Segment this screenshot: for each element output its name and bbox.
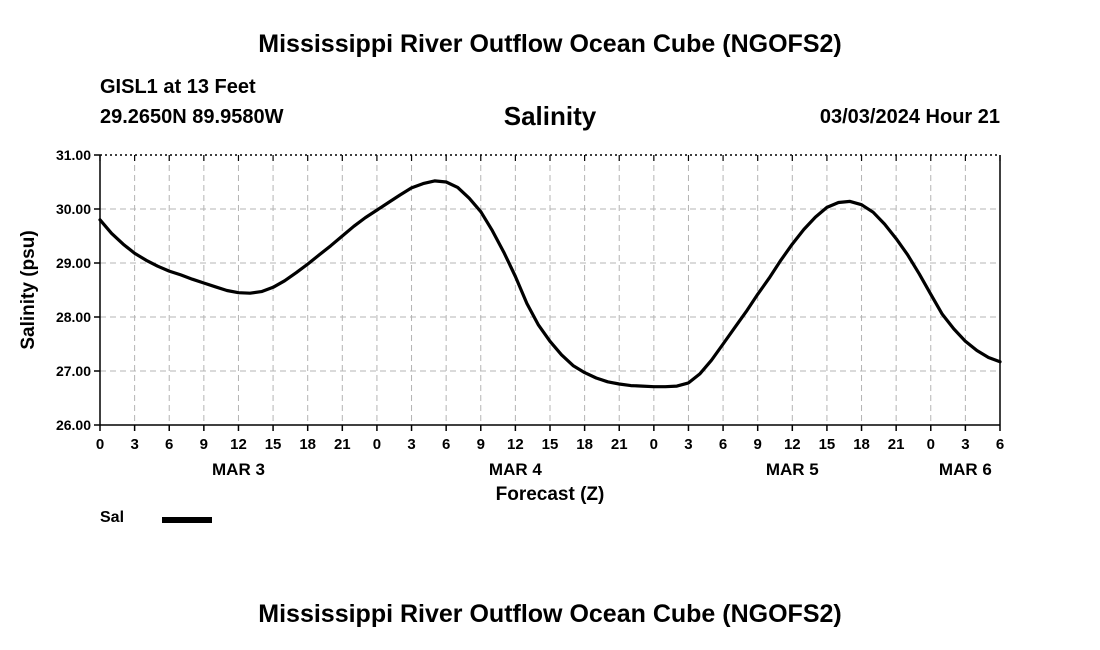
station-label: GISL1 at 13 Feet [100, 76, 256, 98]
x-tick-label: 18 [576, 436, 593, 453]
forecast-datetime: 03/03/2024 Hour 21 [819, 106, 1000, 128]
date-label: MAR 6 [939, 460, 992, 479]
y-tick-label: 31.00 [56, 147, 91, 163]
x-tick-label: 15 [542, 436, 559, 453]
x-tick-label: 3 [130, 436, 138, 453]
y-tick-label: 26.00 [56, 417, 91, 433]
x-tick-label: 21 [611, 436, 628, 453]
legend: Sal [100, 509, 212, 527]
x-tick-label: 15 [265, 436, 282, 453]
x-tick-label: 3 [684, 436, 692, 453]
x-tick-label: 6 [165, 436, 173, 453]
legend-label-sal: Sal [100, 509, 125, 526]
series-line-sal [98, 179, 1002, 389]
x-tick-label: 9 [754, 436, 762, 453]
x-tick-label: 6 [442, 436, 450, 453]
x-axis-title: Forecast (Z) [496, 484, 605, 505]
x-tick-label: 3 [961, 436, 969, 453]
x-tick-label: 0 [96, 436, 104, 453]
y-tick-label: 29.00 [56, 255, 91, 271]
x-tick-label: 12 [507, 436, 524, 453]
x-tick-label: 21 [888, 436, 905, 453]
x-tick-label: 12 [230, 436, 247, 453]
x-tick-label: 3 [407, 436, 415, 453]
chart-title-repeat: Mississippi River Outflow Ocean Cube (NG… [258, 600, 842, 628]
x-tick-label: 0 [927, 436, 935, 453]
date-label: MAR 4 [489, 460, 542, 479]
chart-subtitle: Salinity [503, 101, 597, 131]
x-tick-label: 9 [200, 436, 208, 453]
x-tick-label: 12 [784, 436, 801, 453]
x-tick-label: 18 [299, 436, 316, 453]
x-tick-label: 0 [373, 436, 381, 453]
x-tick-label: 0 [650, 436, 658, 453]
x-tick-label: 18 [853, 436, 870, 453]
y-tick-label: 30.00 [56, 201, 91, 217]
y-axis-title: Salinity (psu) [18, 230, 39, 349]
chart-title: Mississippi River Outflow Ocean Cube (NG… [258, 30, 842, 58]
x-tick-label: 21 [334, 436, 351, 453]
date-label: MAR 3 [212, 460, 265, 479]
x-tick-label: 15 [819, 436, 836, 453]
x-tick-label: 6 [719, 436, 727, 453]
y-tick-label: 28.00 [56, 309, 91, 325]
x-tick-label: 6 [996, 436, 1004, 453]
station-coordinates: 29.2650N 89.9580W [100, 106, 284, 128]
legend-swatch-sal [162, 517, 212, 523]
date-label: MAR 5 [766, 460, 819, 479]
x-tick-label: 9 [477, 436, 485, 453]
y-tick-label: 27.00 [56, 363, 91, 379]
